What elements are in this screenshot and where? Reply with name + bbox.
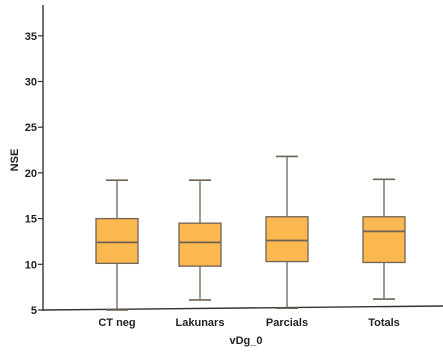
box-totals [362, 178, 406, 300]
box-parcials [265, 155, 309, 309]
x-axis-title: vDg_0 [229, 335, 262, 347]
axis-labels: vDg_0 NSE [9, 149, 263, 347]
x-tick-label-lakunars: Lakunars [176, 317, 225, 329]
iqr-box [178, 222, 222, 267]
box-lakunars [178, 179, 222, 301]
box-ct-neg [95, 179, 139, 311]
y-tick-label-10: 10 [25, 259, 37, 271]
x-axis-line [42, 305, 443, 311]
iqr-box [95, 217, 139, 265]
y-tick-label-20: 20 [25, 168, 37, 180]
axes: 5 10 15 20 25 30 35 CT neg Lakunars Parcials Total… [25, 5, 443, 329]
y-tick-label-5: 5 [31, 305, 37, 317]
y-tick-label-15: 15 [25, 214, 37, 226]
iqr-box [265, 216, 309, 263]
x-tick-label-ct-neg: CT neg [98, 317, 135, 329]
y-tick-label-35: 35 [25, 31, 37, 43]
x-tick-label-parcials: Parcials [266, 317, 308, 329]
x-tick-label-totals: Totals [368, 317, 400, 329]
iqr-box [362, 216, 406, 264]
y-tick-label-25: 25 [25, 122, 37, 134]
boxplot-marks [95, 155, 406, 311]
y-axis-title: NSE [9, 149, 21, 172]
y-tick-label-30: 30 [25, 77, 37, 89]
